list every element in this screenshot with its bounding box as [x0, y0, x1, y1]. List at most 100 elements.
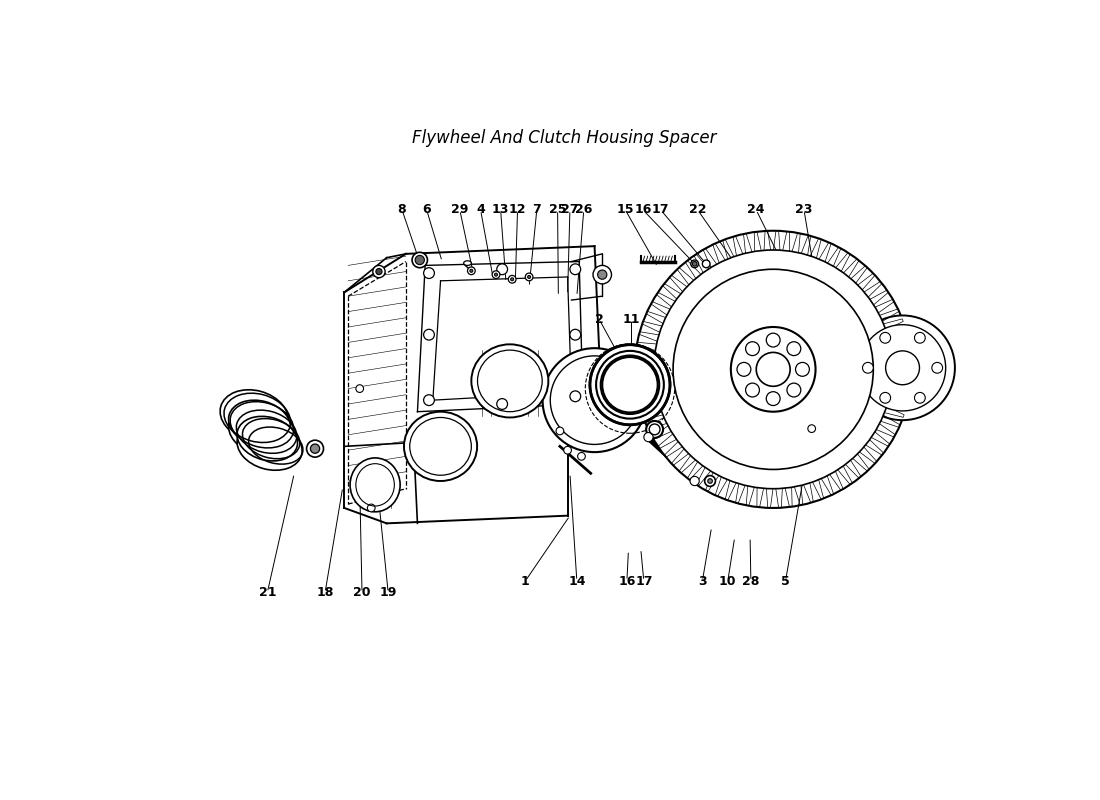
Circle shape	[730, 327, 815, 412]
Circle shape	[914, 393, 925, 403]
Circle shape	[692, 262, 697, 266]
Circle shape	[691, 260, 698, 268]
Ellipse shape	[220, 390, 288, 442]
Ellipse shape	[236, 416, 298, 461]
Circle shape	[757, 353, 790, 386]
Text: 27: 27	[561, 203, 579, 217]
Circle shape	[307, 440, 323, 457]
Text: 21: 21	[258, 586, 276, 599]
Text: 11: 11	[623, 313, 640, 326]
Circle shape	[570, 330, 581, 340]
Circle shape	[468, 267, 475, 274]
Text: 4: 4	[476, 203, 485, 217]
Circle shape	[932, 362, 943, 373]
Circle shape	[415, 255, 425, 265]
Circle shape	[880, 393, 891, 403]
Circle shape	[424, 394, 434, 406]
Circle shape	[646, 421, 663, 438]
Circle shape	[424, 330, 434, 340]
Text: 17: 17	[635, 574, 652, 587]
Ellipse shape	[472, 344, 548, 418]
Text: 16: 16	[635, 203, 651, 217]
Circle shape	[355, 385, 364, 393]
Text: 6: 6	[422, 203, 431, 217]
Ellipse shape	[238, 422, 302, 470]
Circle shape	[653, 250, 892, 489]
Circle shape	[767, 392, 780, 406]
Circle shape	[603, 357, 658, 413]
Circle shape	[786, 342, 801, 355]
Text: 7: 7	[532, 203, 541, 217]
Ellipse shape	[229, 406, 295, 456]
Circle shape	[492, 270, 499, 278]
Text: 18: 18	[317, 586, 333, 599]
Circle shape	[578, 453, 585, 460]
Circle shape	[593, 266, 612, 284]
Text: 3: 3	[698, 574, 706, 587]
Text: 28: 28	[742, 574, 759, 587]
Circle shape	[635, 230, 912, 508]
Ellipse shape	[464, 261, 472, 266]
Circle shape	[376, 269, 382, 274]
Circle shape	[859, 325, 946, 411]
Circle shape	[495, 273, 497, 276]
Circle shape	[528, 275, 530, 278]
Circle shape	[886, 351, 920, 385]
Ellipse shape	[404, 412, 477, 481]
Circle shape	[705, 476, 715, 486]
Circle shape	[880, 333, 891, 343]
Text: 22: 22	[689, 203, 706, 217]
Circle shape	[746, 383, 759, 397]
Text: 17: 17	[652, 203, 670, 217]
Circle shape	[644, 433, 653, 442]
Circle shape	[557, 427, 564, 435]
Text: 9: 9	[676, 313, 685, 326]
Text: 13: 13	[492, 203, 509, 217]
Text: 10: 10	[719, 574, 737, 587]
Circle shape	[850, 315, 955, 420]
Circle shape	[767, 333, 780, 347]
Ellipse shape	[229, 400, 290, 446]
Circle shape	[570, 391, 581, 402]
Circle shape	[786, 383, 801, 397]
Ellipse shape	[542, 348, 647, 452]
Circle shape	[707, 478, 713, 483]
Text: Flywheel And Clutch Housing Spacer: Flywheel And Clutch Housing Spacer	[411, 130, 716, 147]
Text: 14: 14	[568, 574, 585, 587]
Text: 24: 24	[748, 203, 764, 217]
Text: 19: 19	[379, 586, 397, 599]
Circle shape	[590, 345, 670, 425]
Circle shape	[563, 446, 572, 454]
Circle shape	[526, 273, 534, 281]
Circle shape	[367, 504, 375, 512]
Circle shape	[470, 270, 473, 272]
Circle shape	[570, 264, 581, 274]
Circle shape	[807, 425, 815, 433]
Text: 23: 23	[795, 203, 813, 217]
Circle shape	[424, 268, 434, 278]
Text: 12: 12	[509, 203, 526, 217]
Text: 2: 2	[595, 313, 604, 326]
Text: 16: 16	[618, 574, 636, 587]
Circle shape	[508, 275, 516, 283]
Circle shape	[310, 444, 320, 454]
Circle shape	[597, 270, 607, 279]
Circle shape	[373, 266, 385, 278]
Circle shape	[795, 362, 810, 376]
Circle shape	[412, 252, 428, 268]
Text: 25: 25	[549, 203, 566, 217]
Text: 29: 29	[451, 203, 469, 217]
Circle shape	[746, 342, 759, 355]
Circle shape	[914, 333, 925, 343]
Text: 20: 20	[353, 586, 371, 599]
Text: 15: 15	[617, 203, 634, 217]
Text: 8: 8	[398, 203, 406, 217]
Circle shape	[596, 351, 664, 418]
Circle shape	[737, 362, 751, 376]
Ellipse shape	[350, 458, 400, 512]
Circle shape	[690, 476, 700, 486]
Circle shape	[497, 264, 507, 274]
Text: 5: 5	[781, 574, 790, 587]
Circle shape	[497, 398, 507, 410]
Circle shape	[703, 260, 711, 268]
